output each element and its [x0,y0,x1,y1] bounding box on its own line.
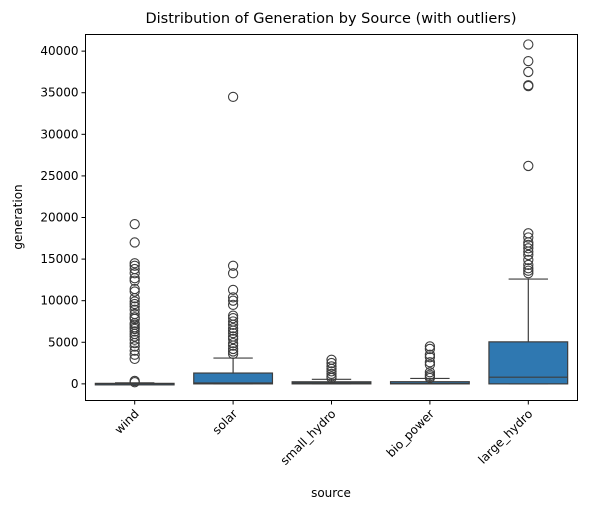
outlier-point [326,361,337,372]
outlier-point [227,337,239,349]
outlier-point [129,301,140,312]
outlier-point [523,246,534,257]
outlier-point [523,249,534,261]
outlier-point [129,341,140,352]
outlier-point [227,268,239,279]
outlier-point [227,322,239,334]
y-tick-label: 30000 [40,127,78,141]
outlier-point [523,66,534,78]
outlier-point [129,286,140,297]
outlier-point [129,323,140,335]
outlier-point [424,343,436,355]
outlier-point [523,39,534,50]
box-group-solar [193,91,274,385]
y-tick-label: 10000 [40,294,78,308]
outlier-point [227,327,239,339]
chart-title: Distribution of Generation by Source (wi… [145,11,516,27]
outlier-point [129,237,140,248]
y-tick-label: 0 [71,377,79,391]
outlier-point [424,352,436,363]
outlier-point [523,259,534,271]
outlier-point [129,219,140,230]
outlier-point [523,232,534,243]
outlier-point [326,372,337,384]
outlier-point [129,298,140,310]
outlier-point [227,340,239,351]
outlier-point [523,263,534,274]
outlier-point [523,80,534,92]
outlier-point [129,296,140,307]
box-series [94,39,569,388]
outlier-point [523,265,534,276]
outlier-point [129,331,140,342]
outlier-point [523,254,534,266]
y-tick-label: 35000 [40,86,78,100]
outlier-point [227,312,239,324]
box-group-bio_power [389,341,470,385]
y-tick-label: 5000 [48,335,79,349]
outlier-point [326,366,337,377]
outlier-point [129,349,140,360]
outlier-point [424,367,436,378]
outlier-point [424,359,436,370]
x-axis-title: source [311,486,351,500]
y-axis-title: generation [11,184,25,249]
outlier-point [129,273,140,284]
outlier-point [523,55,534,67]
outlier-point [523,160,534,172]
y-tick-label: 20000 [40,211,78,225]
outlier-point [326,357,337,369]
y-tick-label: 25000 [40,169,78,183]
outlier-point [129,326,140,337]
outlier-point [523,268,534,279]
outlier-point [227,295,239,306]
outlier-point [227,91,239,103]
outlier-point [129,275,140,286]
outlier-point [129,293,140,304]
outlier-point [424,357,436,368]
outlier-point [523,239,534,251]
outlier-point [129,260,140,271]
box-group-large_hydro [488,39,569,385]
outlier-point [227,346,239,357]
outlier-point [129,337,140,349]
iqr-box [193,372,274,385]
outlier-point [227,348,239,360]
outlier-point [424,349,436,360]
y-tick-label: 40000 [40,44,78,58]
outlier-point [129,334,140,345]
outlier-point [129,353,140,365]
y-axis: 0 5000 10000 15000 20000 25000 30000 35000 40000 [40,44,86,391]
outlier-point [227,260,239,271]
box-group-small_hydro [291,354,372,385]
outlier-point [227,284,239,296]
outlier-point [227,299,239,310]
outlier-point [227,333,239,345]
outlier-point [227,319,239,330]
outlier-point [129,268,140,279]
outlier-point [227,343,239,355]
y-tick-label: 15000 [40,252,78,266]
outlier-point [129,345,140,356]
plot-frame [85,34,578,401]
outlier-point [326,368,337,380]
outlier-point [129,258,140,269]
outlier-point [424,372,436,384]
outlier-point [227,292,239,303]
outlier-point [227,325,239,336]
outlier-point [129,377,140,388]
outlier-point [129,313,140,325]
box-group-wind [94,219,175,388]
outlier-point [424,341,436,352]
outlier-point [523,243,534,254]
